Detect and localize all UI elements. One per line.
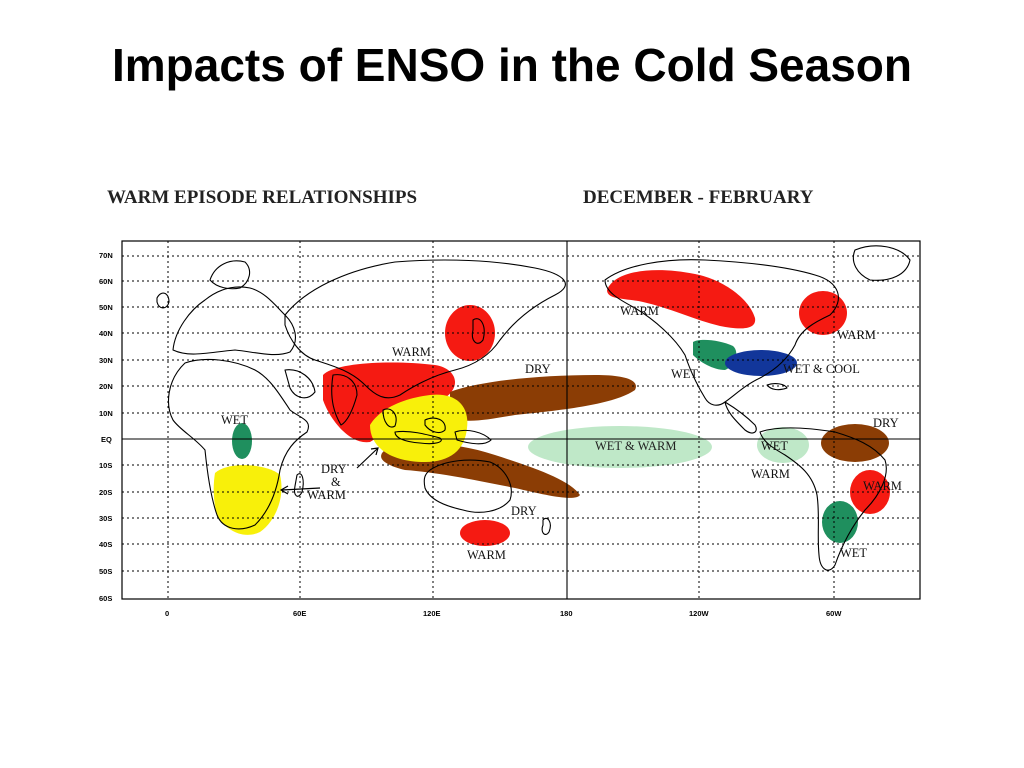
- lon-label: 120W: [689, 609, 710, 618]
- slide-title: Impacts of ENSO in the Cold Season: [111, 39, 912, 91]
- label-dry-pacific-north: DRY: [525, 362, 551, 376]
- arrow-to-indonesia: [356, 447, 379, 469]
- zone-wet-africa: [232, 423, 252, 459]
- longitude-labels: 0 60E 120E 180 120W 60W: [165, 609, 842, 618]
- grid-lines: [122, 241, 920, 599]
- label-wet-africa: WET: [221, 413, 248, 427]
- label-dry-warm-africa-line1: DRY: [321, 462, 347, 476]
- lon-label: 0: [165, 609, 169, 618]
- lon-label: 180: [560, 609, 573, 618]
- zone-dry-warm-africa: [213, 465, 282, 535]
- lon-label: 60W: [826, 609, 842, 618]
- zone-wet-warm-east: [757, 427, 809, 463]
- label-dry-pacific-south: DRY: [511, 504, 537, 518]
- lat-label: 10S: [99, 461, 112, 470]
- label-warm-brazil: WARM: [863, 479, 902, 493]
- map-frame: [121, 240, 921, 600]
- zone-dry-pacific-north: [450, 375, 636, 421]
- label-dry-warm-africa-line2: &: [331, 475, 341, 489]
- label-wet-argentina: WET: [840, 546, 867, 560]
- coastlines: [156, 245, 911, 571]
- zone-dry-warm-indonesia: [370, 394, 468, 462]
- zone-warm-alaska: [607, 270, 756, 329]
- zone-wet-warm-central: [528, 426, 712, 468]
- label-warm-alaska: WARM: [620, 304, 659, 318]
- label-dry-warm-africa-line3: WARM: [307, 488, 346, 502]
- lat-label: 20N: [99, 382, 113, 391]
- zone-wet-cool-us: [725, 350, 797, 376]
- zone-warm-australia: [460, 520, 510, 546]
- lon-label: 60E: [293, 609, 306, 618]
- label-warm-east: WARM: [751, 467, 790, 481]
- zone-warm-japan: [445, 305, 495, 361]
- enso-map: WARM EPISODE RELATIONSHIPS DECEMBER - FE…: [95, 170, 935, 620]
- zone-dry-brazil: [821, 424, 889, 462]
- lat-label: 70N: [99, 251, 113, 260]
- lat-label: EQ: [101, 435, 112, 444]
- callout-arrows: [279, 447, 379, 495]
- zone-warm-canada-east: [799, 291, 847, 335]
- zone-warm-brazil: [850, 470, 890, 514]
- arrowhead-indonesia: [370, 447, 379, 456]
- lat-label: 50S: [99, 567, 112, 576]
- lat-label: 40S: [99, 540, 112, 549]
- zone-wet-argentina: [822, 501, 858, 543]
- map-canvas: WARM EPISODE RELATIONSHIPS DECEMBER - FE…: [99, 187, 921, 618]
- map-heading-right: DECEMBER - FEBRUARY: [583, 187, 814, 208]
- lat-label: 40N: [99, 329, 113, 338]
- arrow-to-africa: [281, 487, 321, 491]
- label-wet-east: WET: [761, 439, 788, 453]
- lat-label: 50N: [99, 303, 113, 312]
- lon-label: 120E: [423, 609, 441, 618]
- lat-label: 60N: [99, 277, 113, 286]
- label-warm-japan: WARM: [392, 345, 431, 359]
- lat-label: 20S: [99, 488, 112, 497]
- latitude-labels: 70N 60N 50N 40N 30N 20N 10N EQ 10S 20S 3…: [99, 251, 113, 603]
- label-wet-cool-us: WET & COOL: [783, 362, 860, 376]
- climate-zones: [213, 270, 890, 546]
- label-wet-mexico: WET: [671, 367, 698, 381]
- arrowhead-africa: [279, 485, 289, 495]
- lat-label: 10N: [99, 409, 113, 418]
- map-heading-left: WARM EPISODE RELATIONSHIPS: [107, 187, 417, 208]
- lat-label: 30S: [99, 514, 112, 523]
- lat-label: 30N: [99, 356, 113, 365]
- label-warm-australia: WARM: [467, 548, 506, 562]
- lat-label: 60S: [99, 594, 112, 603]
- zone-labels: WARM WARM WARM WET & COOL WET DRY DRY WE…: [221, 304, 902, 562]
- label-wet-warm-central: WET & WARM: [595, 439, 676, 453]
- label-dry-brazil: DRY: [873, 416, 899, 430]
- label-warm-canada-east: WARM: [837, 328, 876, 342]
